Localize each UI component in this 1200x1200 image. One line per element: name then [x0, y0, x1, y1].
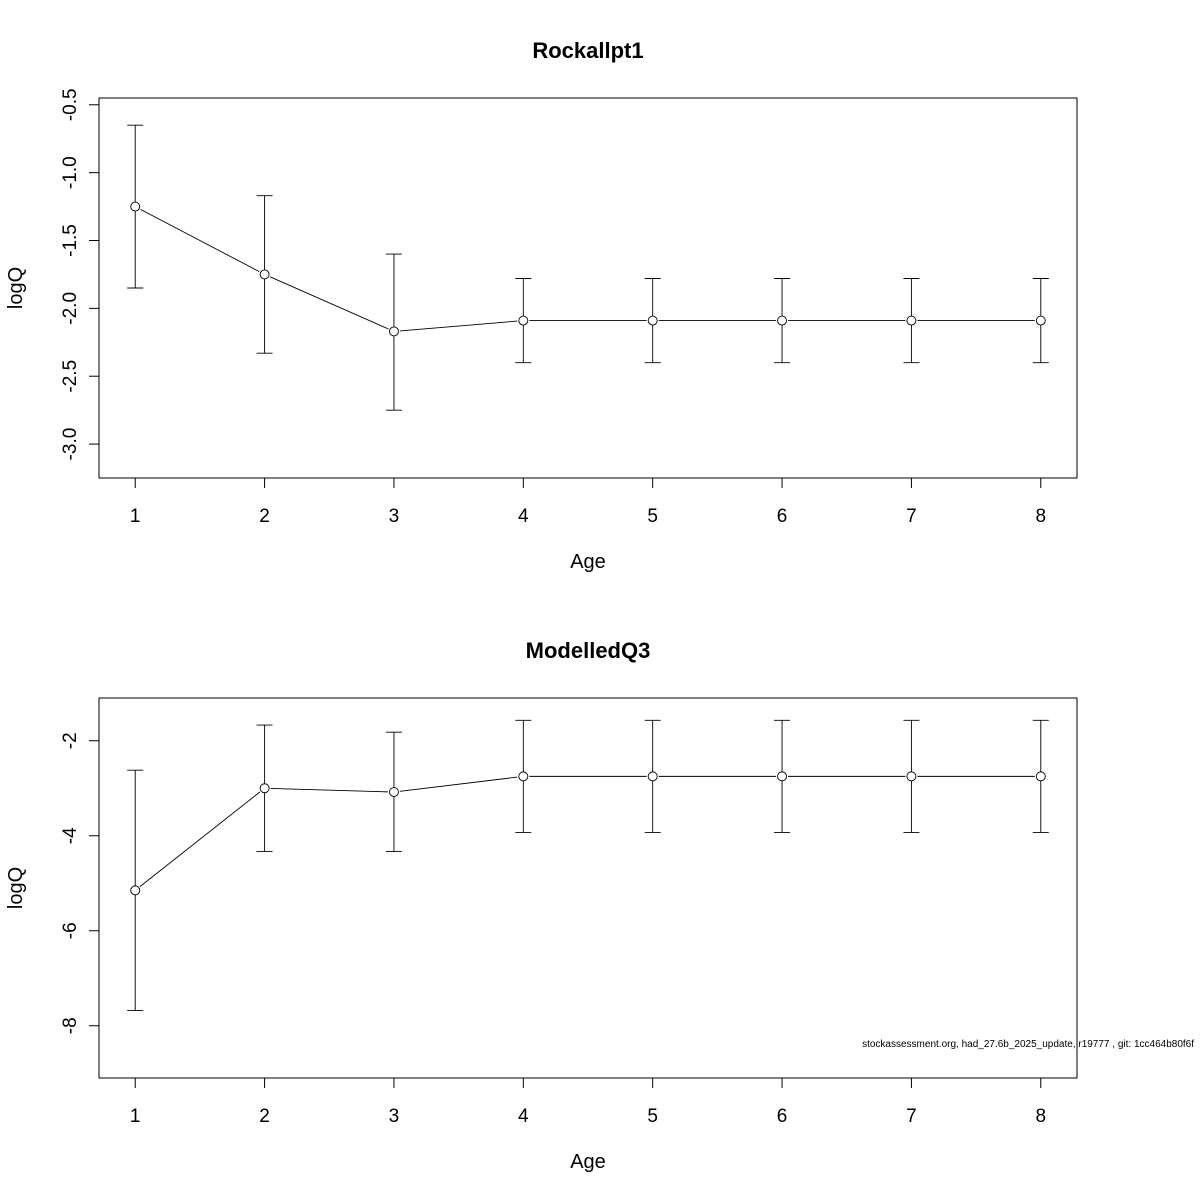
data-point [647, 315, 658, 326]
data-marks [127, 719, 1049, 1011]
panel-rockallpt1: Rockallpt1 Age logQ 1 2 3 4 5 6 7 8 -3.0 -2.5 -2.0… [5, 38, 1078, 573]
data-marks [127, 124, 1049, 411]
x-tick-label: 8 [1035, 506, 1046, 527]
x-tick-label: 5 [647, 1106, 658, 1127]
plot-frame [98, 97, 1078, 479]
data-point [389, 326, 399, 337]
series-line-segment [140, 208, 260, 273]
x-tick-label: 6 [777, 506, 788, 527]
x-tick-label: 6 [777, 1106, 788, 1127]
data-point [518, 315, 529, 326]
y-axis-label: logQ [5, 267, 27, 309]
y-tick-label: -3.0 [60, 428, 81, 461]
x-axis-label: Age [570, 1151, 606, 1173]
y-tick-label: -1.5 [60, 224, 81, 257]
plot-frame [98, 697, 1078, 1079]
footnote: stockassessment.org, had_27.6b_2025_upda… [862, 1039, 1194, 1050]
y-tick-label: -6 [60, 922, 81, 939]
x-tick-label: 4 [518, 1106, 529, 1127]
y-tick-label: -2 [60, 732, 81, 749]
x-tick-label: 7 [906, 506, 917, 527]
x-tick-label: 7 [906, 1106, 917, 1127]
data-point [259, 269, 270, 280]
data-point [777, 771, 787, 782]
data-point [647, 771, 658, 782]
x-tick-label: 3 [389, 1106, 400, 1127]
y-tick-label: -4 [60, 827, 81, 844]
data-point [130, 201, 141, 212]
data-point [1035, 771, 1046, 782]
series-line-segment [269, 276, 389, 330]
panel-modelledq3: ModelledQ3 Age logQ 1 2 3 4 5 6 7 8 -8 -6 -4 -2 [5, 638, 1078, 1173]
y-tick-label: -2.5 [60, 360, 81, 393]
y-axis-label: logQ [5, 867, 27, 909]
data-point [259, 783, 270, 794]
x-tick-label: 5 [647, 506, 658, 527]
data-point [518, 771, 529, 782]
series-line-segment [270, 787, 388, 793]
x-tick-label: 2 [259, 1106, 270, 1127]
chart-title: Rockallpt1 [532, 38, 643, 63]
data-point [777, 315, 787, 326]
series-line-segment [139, 791, 261, 888]
data-point [906, 315, 917, 326]
x-tick-label: 1 [130, 506, 141, 527]
x-tick-label: 1 [130, 1106, 141, 1127]
chart-title: ModelledQ3 [526, 638, 651, 663]
data-point [906, 771, 917, 782]
series-line-segment [399, 320, 518, 332]
x-tick-label: 3 [389, 506, 400, 527]
axis-ticks: 1 2 3 4 5 6 7 8 -3.0 -2.5 -2.0 -1.5 -1.0 -0.5 [60, 88, 1046, 527]
x-axis-label: Age [570, 551, 606, 573]
y-tick-label: -1.0 [60, 156, 81, 189]
y-tick-label: -2.0 [60, 292, 81, 325]
x-tick-label: 8 [1035, 1106, 1046, 1127]
y-tick-label: -0.5 [60, 88, 81, 121]
data-point [389, 787, 399, 797]
axis-ticks: 1 2 3 4 5 6 7 8 -8 -6 -4 -2 [60, 732, 1046, 1127]
data-point [130, 885, 141, 896]
data-point [1035, 315, 1046, 326]
x-tick-label: 4 [518, 506, 529, 527]
y-tick-label: -8 [60, 1017, 81, 1034]
series-line-segment [399, 776, 518, 792]
x-tick-label: 2 [259, 506, 270, 527]
